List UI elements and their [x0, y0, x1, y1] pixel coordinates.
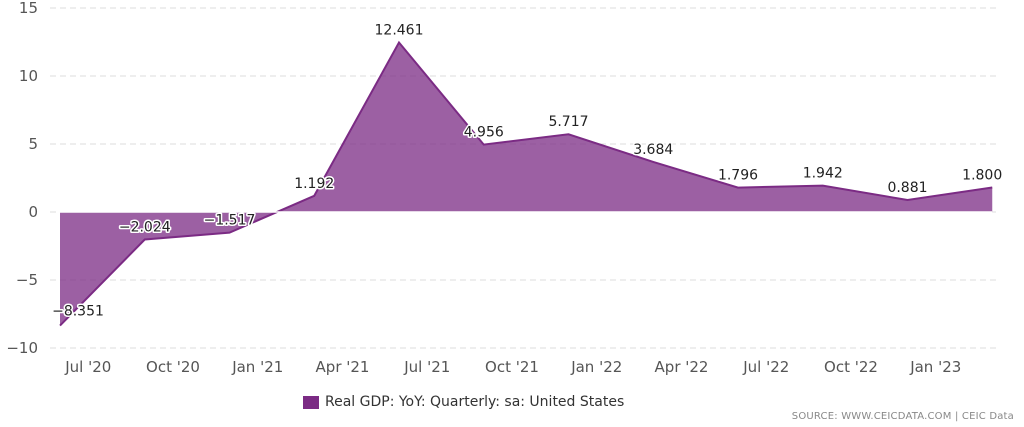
x-tick-label: Oct '22	[824, 358, 878, 376]
x-tick-label: Oct '20	[146, 358, 200, 376]
data-label: 3.684	[633, 142, 673, 158]
data-point[interactable]	[566, 131, 572, 137]
data-point[interactable]	[820, 183, 826, 189]
data-point[interactable]	[650, 159, 656, 165]
x-tick-label: Apr '21	[316, 358, 370, 376]
data-point[interactable]	[311, 193, 317, 199]
data-point[interactable]	[396, 40, 402, 46]
data-point[interactable]	[735, 185, 741, 191]
data-label: 1.942	[803, 166, 843, 182]
series-area-fill	[60, 42, 993, 326]
y-tick-label: −10	[6, 339, 38, 357]
area-series[interactable]	[57, 40, 995, 329]
x-tick-label: Jul '22	[742, 358, 789, 376]
data-labels: −8.351 −2.024 −1.517 1.192 12.461 4.956 5.717 3…	[51, 21, 1004, 321]
x-tick-label: Jul '21	[403, 358, 450, 376]
data-label: 1.192	[294, 176, 334, 192]
legend-item[interactable]: Real GDP: YoY: Quarterly: sa: United Sta…	[303, 393, 624, 411]
data-point[interactable]	[142, 237, 148, 243]
x-tick-label: Apr '22	[655, 358, 709, 376]
x-tick-label: Jan '23	[909, 358, 961, 376]
y-tick-label: 10	[19, 67, 38, 85]
data-label: 0.881	[887, 180, 927, 196]
x-tick-label: Jul '20	[64, 358, 111, 376]
data-label: 4.956	[464, 125, 504, 141]
data-label: −8.351	[52, 304, 104, 320]
x-axis-ticks: Jul '20 Oct '20 Jan '21 Apr '21 Jul '21 Oct '…	[64, 358, 961, 376]
legend-label: Real GDP: YoY: Quarterly: sa: United Sta…	[325, 394, 625, 410]
data-point[interactable]	[905, 197, 911, 203]
data-label: −1.517	[204, 213, 256, 229]
data-point[interactable]	[57, 323, 63, 329]
y-axis-ticks: 15 10 5 0 −5 −10	[6, 0, 38, 357]
y-tick-label: 0	[28, 203, 38, 221]
data-label: −2.024	[119, 220, 171, 236]
data-label: 12.461	[375, 23, 424, 39]
data-label: 1.800	[962, 168, 1002, 184]
x-tick-label: Jan '22	[570, 358, 622, 376]
data-point[interactable]	[481, 142, 487, 148]
y-tick-label: 15	[19, 0, 38, 17]
legend-swatch	[303, 395, 319, 409]
source-credit: SOURCE: WWW.CEICDATA.COM | CEIC Data	[791, 411, 1014, 422]
data-label: 5.717	[548, 114, 588, 130]
x-tick-label: Oct '21	[485, 358, 539, 376]
y-tick-label: 5	[28, 135, 38, 153]
series-line	[59, 40, 993, 327]
data-label: 1.796	[718, 168, 758, 184]
y-tick-label: −5	[16, 271, 38, 289]
x-tick-label: Jan '21	[231, 358, 283, 376]
data-point[interactable]	[227, 230, 233, 236]
data-point[interactable]	[989, 185, 995, 191]
